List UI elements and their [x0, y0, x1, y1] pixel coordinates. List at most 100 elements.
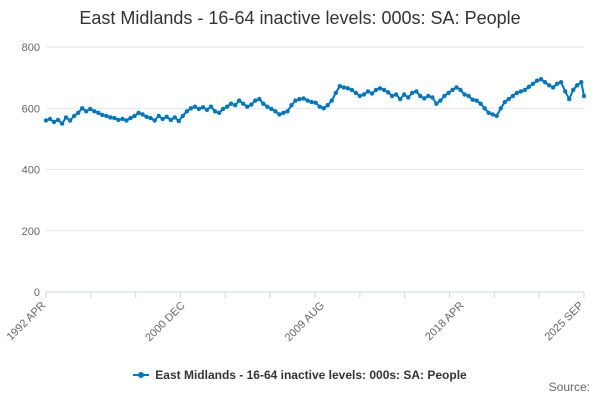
data-point	[120, 116, 125, 122]
data-point	[192, 104, 198, 109]
data-point	[277, 112, 282, 117]
data-point	[534, 78, 540, 83]
x-tick-label: 2000 DEC	[143, 300, 187, 344]
data-point	[76, 110, 81, 116]
data-point	[558, 80, 564, 85]
data-point	[369, 91, 375, 96]
data-point	[430, 95, 435, 100]
data-point	[373, 87, 379, 93]
data-point	[546, 83, 552, 88]
y-tick-label: 0	[34, 287, 40, 299]
data-point	[152, 118, 157, 123]
data-point	[571, 87, 576, 93]
data-point	[160, 116, 165, 122]
data-point	[51, 119, 57, 125]
data-point	[377, 86, 383, 91]
data-point	[228, 101, 234, 106]
data-point	[454, 85, 459, 90]
y-tick-label: 600	[22, 103, 40, 115]
data-point	[385, 90, 391, 95]
data-point	[216, 110, 222, 116]
data-point	[96, 110, 101, 116]
data-point	[406, 95, 411, 100]
marker-layer	[43, 77, 587, 126]
data-point	[265, 104, 270, 109]
data-point	[575, 83, 580, 88]
data-point	[80, 106, 85, 111]
data-point	[522, 87, 528, 93]
data-point	[100, 112, 105, 118]
y-tick-label: 200	[22, 226, 40, 238]
data-point	[389, 93, 395, 99]
source-label: Source:	[548, 380, 590, 394]
data-point	[128, 115, 133, 121]
data-point	[414, 89, 419, 94]
axis-layer: 0 200 400 600 800 1992 APR 2000 DEC 2009 AUG 201…	[5, 42, 587, 344]
data-point	[237, 98, 242, 103]
data-point	[233, 103, 238, 108]
data-point	[269, 106, 274, 112]
data-point	[224, 104, 230, 109]
data-point	[349, 87, 355, 93]
data-point	[357, 93, 363, 99]
data-point	[172, 115, 177, 120]
data-point	[245, 104, 250, 109]
data-point	[410, 90, 415, 96]
data-point	[200, 105, 206, 110]
data-point	[446, 90, 451, 96]
data-point	[84, 109, 89, 114]
data-point	[422, 96, 427, 101]
data-point	[257, 96, 262, 102]
data-point	[116, 117, 121, 123]
data-point	[502, 99, 507, 105]
data-point	[554, 81, 560, 87]
data-point	[329, 98, 334, 103]
data-point	[490, 112, 495, 117]
data-point	[132, 113, 137, 119]
data-point	[55, 117, 61, 123]
y-tick-label: 400	[22, 165, 40, 177]
data-point	[462, 92, 467, 97]
data-point	[450, 87, 455, 93]
legend: East Midlands - 16-64 inactive levels: 0…	[0, 365, 600, 382]
data-point	[124, 118, 129, 123]
data-point	[43, 118, 49, 123]
data-point	[156, 113, 161, 119]
data-point	[361, 92, 367, 97]
x-tick-label: 2025 SEP	[543, 300, 587, 344]
data-point	[136, 110, 141, 116]
data-point	[273, 109, 278, 114]
data-point	[212, 109, 218, 114]
data-point	[164, 114, 169, 120]
data-point	[579, 80, 584, 85]
data-point	[345, 86, 350, 91]
legend-label: East Midlands - 16-64 inactive levels: 0…	[155, 368, 467, 382]
data-point	[538, 77, 544, 82]
data-point	[47, 116, 53, 122]
data-point	[249, 102, 254, 107]
data-point	[365, 89, 371, 94]
data-point	[470, 97, 475, 102]
y-tick-label: 800	[22, 42, 40, 54]
data-point	[184, 109, 190, 114]
data-point	[567, 96, 572, 102]
data-point	[59, 121, 65, 126]
data-point	[305, 98, 310, 103]
data-point	[486, 110, 491, 116]
data-point	[285, 109, 290, 114]
data-point	[220, 106, 226, 112]
data-point	[506, 96, 511, 102]
data-point	[88, 106, 93, 112]
data-point	[514, 90, 520, 96]
data-point	[204, 107, 210, 113]
data-point	[168, 117, 173, 123]
data-point	[144, 114, 149, 120]
data-point	[281, 110, 286, 116]
data-point	[426, 93, 431, 99]
legend-item[interactable]: East Midlands - 16-64 inactive levels: 0…	[133, 368, 467, 382]
data-point	[313, 100, 318, 105]
data-point	[393, 92, 399, 97]
data-point	[381, 87, 387, 93]
data-point	[253, 98, 258, 103]
